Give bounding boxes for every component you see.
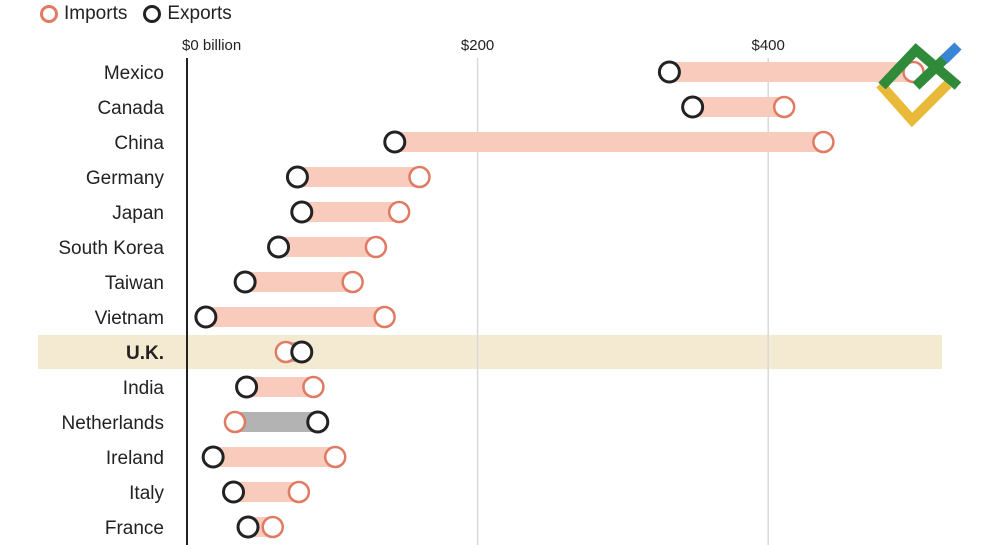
legend-item-imports: Imports <box>40 3 127 25</box>
range-bar <box>233 482 299 502</box>
imports-marker <box>812 130 835 154</box>
range-bar <box>297 167 420 187</box>
exports-marker <box>201 445 225 469</box>
imports-marker <box>287 480 311 504</box>
exports-marker <box>267 235 291 259</box>
imports-marker <box>772 95 796 119</box>
brand-logo-icon <box>876 42 962 128</box>
x-tick-label: $400 <box>752 37 785 54</box>
range-bar <box>213 447 336 467</box>
category-label: China <box>114 133 164 154</box>
range-bar <box>234 412 318 432</box>
imports-marker <box>373 305 396 329</box>
category-label: France <box>105 518 164 539</box>
x-tick-label: $200 <box>461 37 494 54</box>
category-label: Mexico <box>104 63 164 84</box>
highlight-band <box>38 335 942 369</box>
range-bar <box>394 132 824 152</box>
legend-exports-marker <box>143 5 162 23</box>
range-bar <box>669 62 914 82</box>
x-tick-label: $0 billion <box>182 37 241 54</box>
imports-marker <box>341 270 364 294</box>
legend: Imports Exports <box>40 3 248 25</box>
imports-marker <box>408 165 431 189</box>
category-label: Taiwan <box>105 273 164 294</box>
category-label: South Korea <box>58 238 164 259</box>
exports-marker <box>383 130 407 154</box>
imports-marker <box>302 375 325 399</box>
legend-imports-label: Imports <box>64 3 128 24</box>
exports-marker <box>194 305 218 329</box>
legend-imports-marker <box>40 5 58 23</box>
range-bar <box>278 237 376 257</box>
category-label: Italy <box>129 483 164 504</box>
range-bar <box>205 307 385 327</box>
legend-exports-label: Exports <box>167 3 232 24</box>
category-label: Ireland <box>106 448 164 469</box>
exports-marker <box>235 375 259 399</box>
range-bar <box>301 202 400 222</box>
category-label: Netherlands <box>62 413 164 434</box>
exports-marker <box>657 60 681 84</box>
exports-marker <box>285 165 309 189</box>
imports-marker <box>261 515 284 539</box>
exports-marker <box>221 480 245 504</box>
range-bar <box>246 377 314 397</box>
imports-marker <box>223 410 247 434</box>
imports-marker <box>323 445 347 469</box>
imports-marker <box>387 200 411 224</box>
category-label: India <box>123 378 165 399</box>
category-label: Vietnam <box>95 308 164 329</box>
imports-marker <box>364 235 388 259</box>
exports-marker <box>236 515 260 539</box>
range-bar <box>245 272 353 292</box>
exports-marker <box>290 340 314 364</box>
exports-marker <box>681 95 705 119</box>
legend-item-exports: Exports <box>143 3 232 25</box>
exports-marker <box>233 270 257 294</box>
exports-marker <box>290 200 314 224</box>
category-label: U.K. <box>126 343 164 364</box>
category-label: Canada <box>97 98 164 119</box>
range-bar <box>692 97 785 117</box>
category-label: Japan <box>112 203 164 224</box>
exports-marker <box>306 410 330 434</box>
category-label: Germany <box>86 168 165 189</box>
